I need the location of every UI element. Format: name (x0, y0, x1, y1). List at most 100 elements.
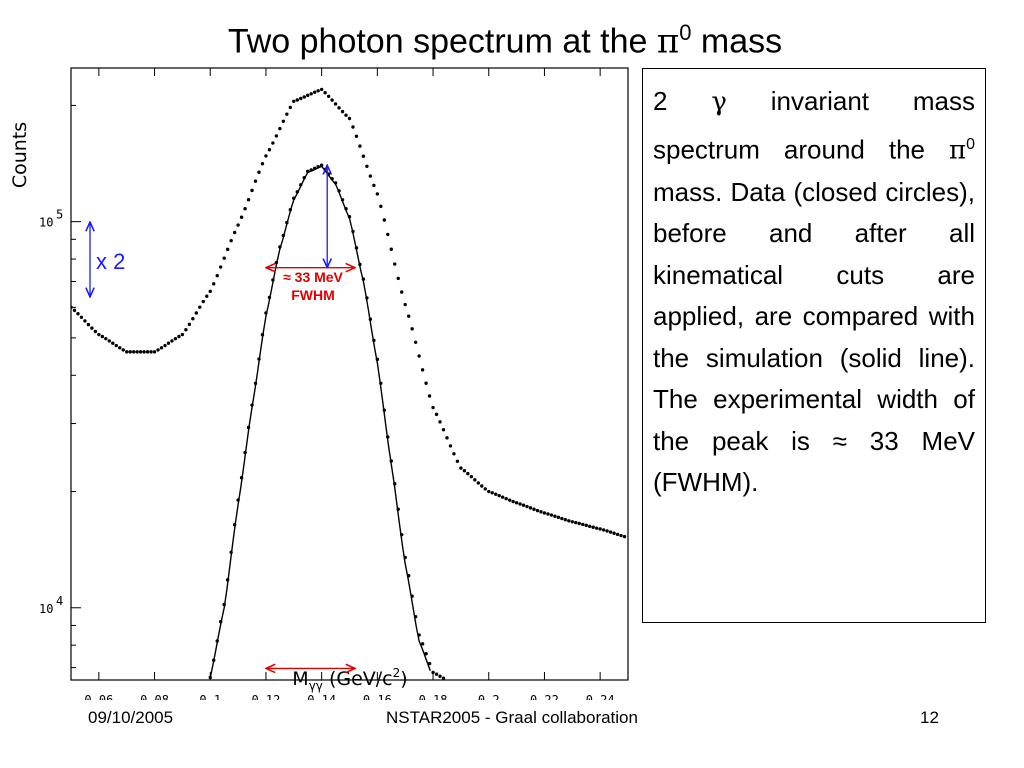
data-point (257, 170, 261, 174)
data-point (125, 350, 129, 354)
data-point (535, 508, 540, 513)
x-tick-label: 0.14 (307, 693, 336, 700)
data-point (159, 346, 164, 350)
data-point (271, 141, 275, 145)
data-point (340, 109, 345, 114)
data-point (546, 512, 550, 516)
x-tick-label: 0.12 (251, 693, 280, 700)
data-point (166, 341, 171, 345)
description-prefix: 2 (653, 86, 712, 116)
data-point (434, 412, 439, 417)
data-point (459, 466, 463, 470)
slide-title-main: Two photon spectrum at the (227, 22, 657, 61)
pi-symbol: π (656, 21, 680, 62)
data-point (594, 526, 599, 530)
data-point (563, 517, 568, 522)
data-point (330, 98, 334, 102)
data-point (337, 106, 341, 110)
data-point (232, 230, 237, 235)
data-point (354, 134, 359, 138)
description-pi-superscript: 0 (966, 135, 975, 153)
data-point (90, 326, 94, 330)
data-point (570, 520, 574, 524)
data-point (191, 317, 195, 321)
data-point (434, 672, 439, 676)
data-point (424, 652, 428, 656)
fwhm-value: ≈ 33 MeV (283, 269, 343, 285)
data-point (560, 516, 564, 521)
data-point (528, 506, 533, 510)
data-point (243, 207, 247, 211)
data-point (326, 94, 331, 98)
data-point (205, 294, 209, 298)
data-point (344, 113, 348, 117)
data-point (448, 444, 453, 448)
x-axis-label-unit-superscript: 2 (393, 666, 401, 680)
data-point (382, 218, 387, 222)
data-point (173, 336, 178, 341)
x-axis-label-main: M (292, 668, 308, 690)
data-point (333, 102, 338, 106)
data-point (302, 95, 306, 99)
data-point (72, 308, 77, 313)
data-point (306, 93, 310, 98)
data-point (466, 471, 470, 476)
data-point (601, 528, 606, 532)
data-point (574, 520, 578, 525)
data-point (462, 469, 467, 473)
data-point (532, 507, 536, 511)
data-point (379, 204, 383, 209)
data-point (549, 513, 554, 517)
slide-title: Two photon spectrum at the π0 mass (0, 20, 1010, 61)
data-point (476, 481, 481, 485)
data-point (438, 674, 442, 678)
data-point (375, 192, 380, 196)
data-point (361, 154, 366, 158)
data-point (511, 499, 515, 504)
data-point (111, 341, 115, 345)
data-point (323, 91, 327, 95)
data-point (507, 498, 512, 502)
data-point (445, 436, 449, 440)
footer-date: 09/10/2005 (88, 708, 174, 727)
data-point (521, 503, 526, 507)
data-point (212, 282, 216, 286)
data-point (577, 521, 581, 526)
data-point (539, 510, 543, 514)
data-point (316, 89, 320, 93)
data-point (441, 676, 446, 680)
data-point (278, 126, 282, 131)
data-point (142, 350, 146, 354)
x-tick-label: 0.16 (363, 693, 392, 700)
data-point (309, 92, 313, 96)
data-point (372, 183, 376, 188)
annotations (90, 165, 355, 668)
data-point (97, 332, 101, 337)
spectrum-chart: Counts Mγγ (GeV/c2) 0.06 0.08 0.1 0.12 0.14 0… (9, 67, 629, 700)
data-point (184, 327, 188, 332)
data-point (149, 350, 153, 354)
data-point (128, 350, 132, 354)
x-axis-label-subscript: γγ (309, 679, 323, 693)
data-point (417, 354, 421, 358)
y-tick-label: 10 (39, 216, 53, 230)
data-point (413, 340, 418, 344)
y-axis-label: Counts (9, 122, 31, 188)
data-point (473, 478, 477, 482)
data-point (469, 474, 474, 479)
data-point (208, 289, 212, 294)
description-part1: invariant mass spectrum around the (653, 86, 975, 165)
fwhm-label: ≈ 33 MeV FWHM (252, 268, 374, 304)
data-point (525, 504, 529, 509)
x-tick-label: 0.24 (586, 693, 615, 700)
data-point (588, 524, 592, 529)
data-point (319, 87, 324, 92)
data-point (229, 238, 233, 243)
x-tick-label: 0.1 (199, 693, 221, 700)
data-point (267, 148, 272, 152)
data-point (250, 188, 254, 193)
data-point (239, 215, 244, 219)
data-point (365, 164, 369, 168)
data-point (260, 162, 265, 166)
pi-symbol-description: π (949, 135, 967, 166)
